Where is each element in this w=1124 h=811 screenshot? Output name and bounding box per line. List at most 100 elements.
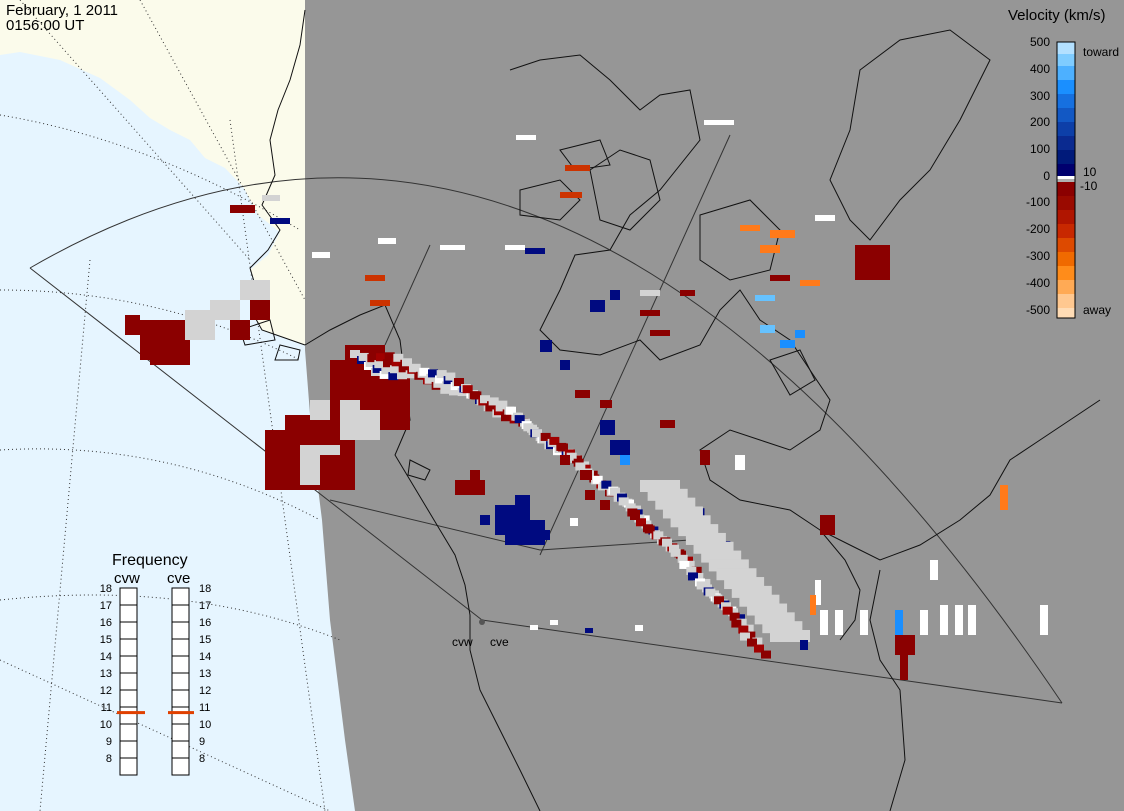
- legend-toward-label: toward: [1083, 45, 1119, 59]
- scatter-cell: [419, 367, 430, 376]
- scatter-cell: [514, 415, 525, 424]
- scatter-cell: [592, 475, 603, 484]
- scatter-cell: [1000, 485, 1008, 510]
- scatter-cell: [738, 625, 749, 634]
- scatter-cell: [940, 605, 948, 635]
- frequency-bar-cell: [171, 706, 190, 725]
- scatter-cell: [745, 631, 756, 640]
- radar-sites: cvw cve: [452, 619, 509, 649]
- scatter-cell: [640, 310, 660, 316]
- scatter-cell: [601, 480, 612, 489]
- scatter-cell: [780, 340, 795, 348]
- frequency-bar-cell: [171, 672, 190, 691]
- frequency-tick-left: 11: [101, 702, 112, 714]
- scatter-cell: [679, 560, 690, 569]
- scatter-cell: [810, 595, 816, 615]
- scatter-cell: [860, 610, 868, 635]
- scatter-cell: [636, 518, 646, 527]
- frequency-ticks: 18 18 17 17 16 16 15 15 14 14 13 13 12 12 11 11 10 10 9 9 8 8: [100, 583, 212, 765]
- scatter-cell: [497, 400, 508, 409]
- scatter-cell: [683, 556, 693, 565]
- frequency-tick-left: 13: [100, 668, 112, 680]
- scatter-cell: [440, 245, 465, 250]
- scatter-cell: [540, 432, 551, 441]
- scatter-cell: [566, 452, 577, 461]
- scatter-cell: [650, 330, 670, 336]
- frequency-tick-left: 14: [100, 651, 112, 663]
- scatter-cell: [532, 429, 542, 438]
- velocity-legend: Velocity (km/s) 50: [1008, 7, 1119, 319]
- scatter-cell: [384, 352, 395, 361]
- scatter-cell: [125, 315, 140, 335]
- scatter-cell: [580, 470, 592, 480]
- scatter-cell: [686, 566, 697, 575]
- scatter-cell: [210, 300, 240, 320]
- scatter-cell: [635, 625, 643, 631]
- scatter-cell: [250, 300, 270, 320]
- scatter-cell: [516, 135, 536, 140]
- scatter-cell: [800, 640, 808, 650]
- scatter-cell: [240, 280, 270, 300]
- frequency-tick-left: 18: [100, 583, 112, 595]
- velocity-colorbar: [1056, 41, 1076, 319]
- frequency-tick-right: 17: [199, 600, 211, 612]
- scatter-cell: [436, 370, 447, 379]
- scatter-cell: [442, 381, 452, 390]
- legend-tick: -500: [1026, 303, 1050, 317]
- scatter-cell: [820, 610, 828, 635]
- scatter-cell: [815, 580, 821, 605]
- scatter-cell: [590, 300, 605, 312]
- frequency-tick-right: 15: [199, 634, 211, 646]
- scatter-cell: [350, 350, 360, 358]
- scatter-cell: [391, 358, 402, 367]
- scatter-cell: [747, 638, 757, 647]
- frequency-bar-cell: [171, 757, 190, 776]
- frequency-bar-cell: [171, 740, 190, 759]
- scatter-cell: [955, 605, 963, 635]
- scatter-cell: [752, 637, 763, 646]
- scatter-cell: [390, 365, 400, 374]
- scatter-cell: [358, 352, 369, 361]
- legend-tick: 100: [1030, 142, 1050, 156]
- scatter-cell: [525, 248, 545, 254]
- scatter-cell: [662, 538, 672, 547]
- scatter-cell: [729, 612, 740, 621]
- scatter-cell: [540, 530, 550, 540]
- coastlines: [239, 9, 1101, 811]
- scatter-cell: [693, 572, 704, 581]
- scatter-cell: [379, 370, 390, 379]
- scatter-cell: [550, 620, 558, 625]
- frequency-radar-cve: cve: [167, 570, 190, 587]
- scatter-cell: [735, 455, 745, 470]
- gray-projection-area: [305, 0, 1124, 811]
- scatter-cell: [618, 497, 629, 506]
- scatter-cell: [770, 275, 790, 281]
- scatter-cell: [721, 602, 731, 611]
- frequency-tick-right: 12: [199, 685, 211, 697]
- fov-outline: [29, 134, 1063, 704]
- legend-tick: -400: [1026, 276, 1050, 290]
- scatter-cell: [505, 520, 545, 545]
- scatter-cell: [735, 614, 745, 623]
- frequency-bar-cell: [171, 587, 190, 606]
- scatter-cell: [530, 625, 538, 630]
- time-label: 0156:00 UT: [6, 17, 85, 34]
- scatter-cell: [270, 218, 290, 224]
- legend-tick: 400: [1030, 62, 1050, 76]
- scatter-cell: [445, 372, 456, 381]
- frequency-bar-cell: [119, 757, 138, 776]
- date-label: February, 1 2011: [6, 2, 119, 19]
- frequency-bar-cell: [171, 638, 190, 657]
- frequency-radar-cvw: cvw: [114, 570, 140, 587]
- frequency-tick-right: 14: [199, 651, 211, 663]
- radar-label-cve: cve: [490, 635, 509, 649]
- frequency-bar-cell: [119, 672, 138, 691]
- scatter-cell: [660, 420, 675, 428]
- scatter-cell: [540, 340, 552, 352]
- frequency-tick-left: 17: [100, 600, 112, 612]
- scatter-cell: [600, 500, 610, 510]
- radar-scatter-cells: [125, 120, 1048, 680]
- scatter-cell: [230, 320, 250, 340]
- frequency-bar-cell: [119, 655, 138, 674]
- frequency-bar-cell: [171, 621, 190, 640]
